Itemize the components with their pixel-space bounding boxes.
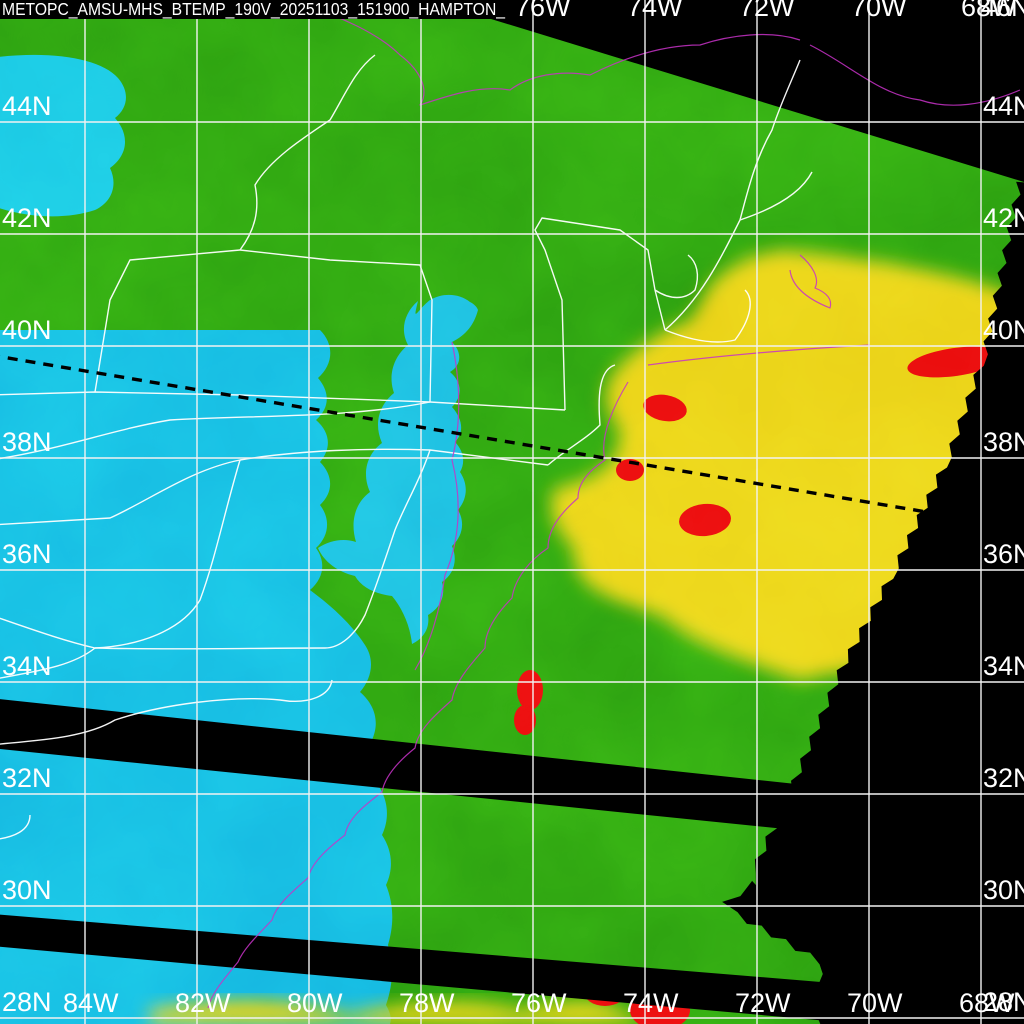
svg-text:28N: 28N (2, 987, 52, 1017)
svg-text:32N: 32N (2, 763, 52, 793)
svg-text:44N: 44N (2, 91, 52, 121)
svg-text:METOPC_AMSU-MHS_BTEMP_190V_202: METOPC_AMSU-MHS_BTEMP_190V_20251103_1519… (2, 0, 505, 20)
svg-text:38N: 38N (2, 427, 52, 457)
svg-text:78W: 78W (399, 988, 455, 1018)
svg-text:40N: 40N (2, 315, 52, 345)
svg-text:40N: 40N (983, 315, 1024, 345)
svg-text:30N: 30N (983, 875, 1024, 905)
svg-text:36N: 36N (2, 539, 52, 569)
svg-text:28N: 28N (983, 987, 1024, 1017)
svg-text:36N: 36N (983, 539, 1024, 569)
svg-text:38N: 38N (983, 427, 1024, 457)
svg-text:74W: 74W (623, 988, 679, 1018)
svg-text:46N: 46N (981, 0, 1024, 22)
svg-text:70W: 70W (847, 988, 903, 1018)
svg-text:34N: 34N (2, 651, 52, 681)
svg-text:72W: 72W (735, 988, 791, 1018)
svg-text:42N: 42N (983, 203, 1024, 233)
svg-text:76W: 76W (511, 988, 567, 1018)
svg-text:74W: 74W (627, 0, 683, 22)
svg-text:30N: 30N (2, 875, 52, 905)
svg-text:34N: 34N (983, 651, 1024, 681)
svg-text:84W: 84W (63, 988, 119, 1018)
svg-text:70W: 70W (851, 0, 907, 22)
svg-text:44N: 44N (983, 91, 1024, 121)
svg-text:32N: 32N (983, 763, 1024, 793)
svg-text:42N: 42N (2, 203, 52, 233)
svg-text:82W: 82W (175, 988, 231, 1018)
svg-text:76W: 76W (515, 0, 571, 22)
svg-text:72W: 72W (739, 0, 795, 22)
svg-text:80W: 80W (287, 988, 343, 1018)
